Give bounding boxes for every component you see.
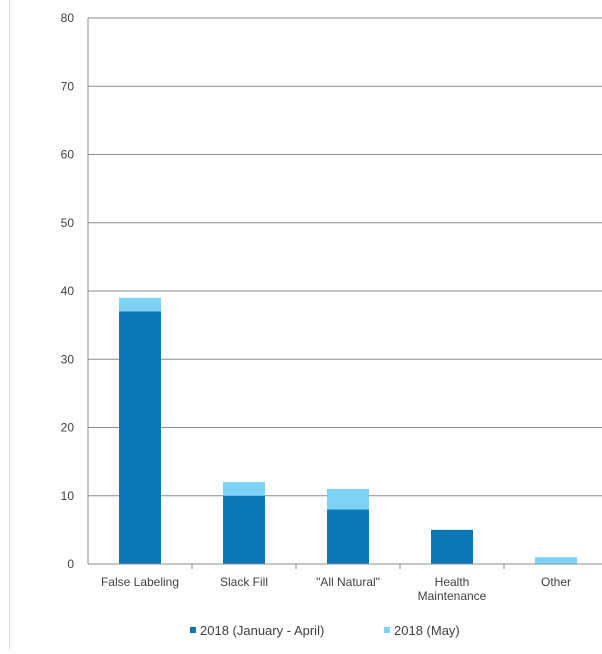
x-axis — [87, 18, 602, 569]
bar-may-1 — [223, 482, 265, 496]
panel-divider — [9, 0, 10, 649]
y-axis-tick-labels: 0 10 20 30 40 50 60 70 80 — [61, 11, 75, 571]
bar-jan-apr-1 — [223, 495, 265, 564]
bar-jan-apr-3 — [431, 529, 473, 564]
y-tick-label-80: 80 — [61, 11, 75, 25]
y-tick-label-30: 30 — [61, 352, 75, 366]
x-tick-label-0: False Labeling — [101, 575, 179, 589]
x-tick-label-1: Slack Fill — [220, 575, 268, 589]
bars — [119, 297, 577, 564]
bar-jan-apr-2 — [327, 509, 369, 564]
legend-swatch-1 — [384, 627, 390, 633]
y-tick-label-70: 70 — [61, 79, 75, 93]
y-tick-label-0: 0 — [67, 557, 74, 571]
y-tick-label-10: 10 — [61, 489, 75, 503]
y-tick-label-40: 40 — [61, 284, 75, 298]
legend: 2018 (January - April) 2018 (May) — [190, 623, 460, 638]
bar-may-2 — [327, 488, 369, 510]
x-tick-label-3: Health Maintenance — [418, 575, 487, 603]
y-tick-label-20: 20 — [61, 421, 75, 435]
x-tick-label-2: "All Natural" — [316, 575, 380, 589]
x-tick-label-4: Other — [541, 575, 571, 589]
legend-label-0: 2018 (January - April) — [200, 623, 324, 638]
legend-label-1: 2018 (May) — [394, 623, 460, 638]
bar-may-4 — [535, 557, 577, 564]
bar-may-0 — [119, 297, 161, 312]
x-axis-tick-labels: False Labeling Slack Fill "All Natural" Hea… — [101, 575, 571, 603]
legend-swatch-0 — [190, 627, 196, 633]
bar-jan-apr-0 — [119, 311, 161, 564]
y-tick-label-50: 50 — [61, 216, 75, 230]
gridlines — [88, 17, 602, 497]
y-tick-label-60: 60 — [61, 148, 75, 162]
